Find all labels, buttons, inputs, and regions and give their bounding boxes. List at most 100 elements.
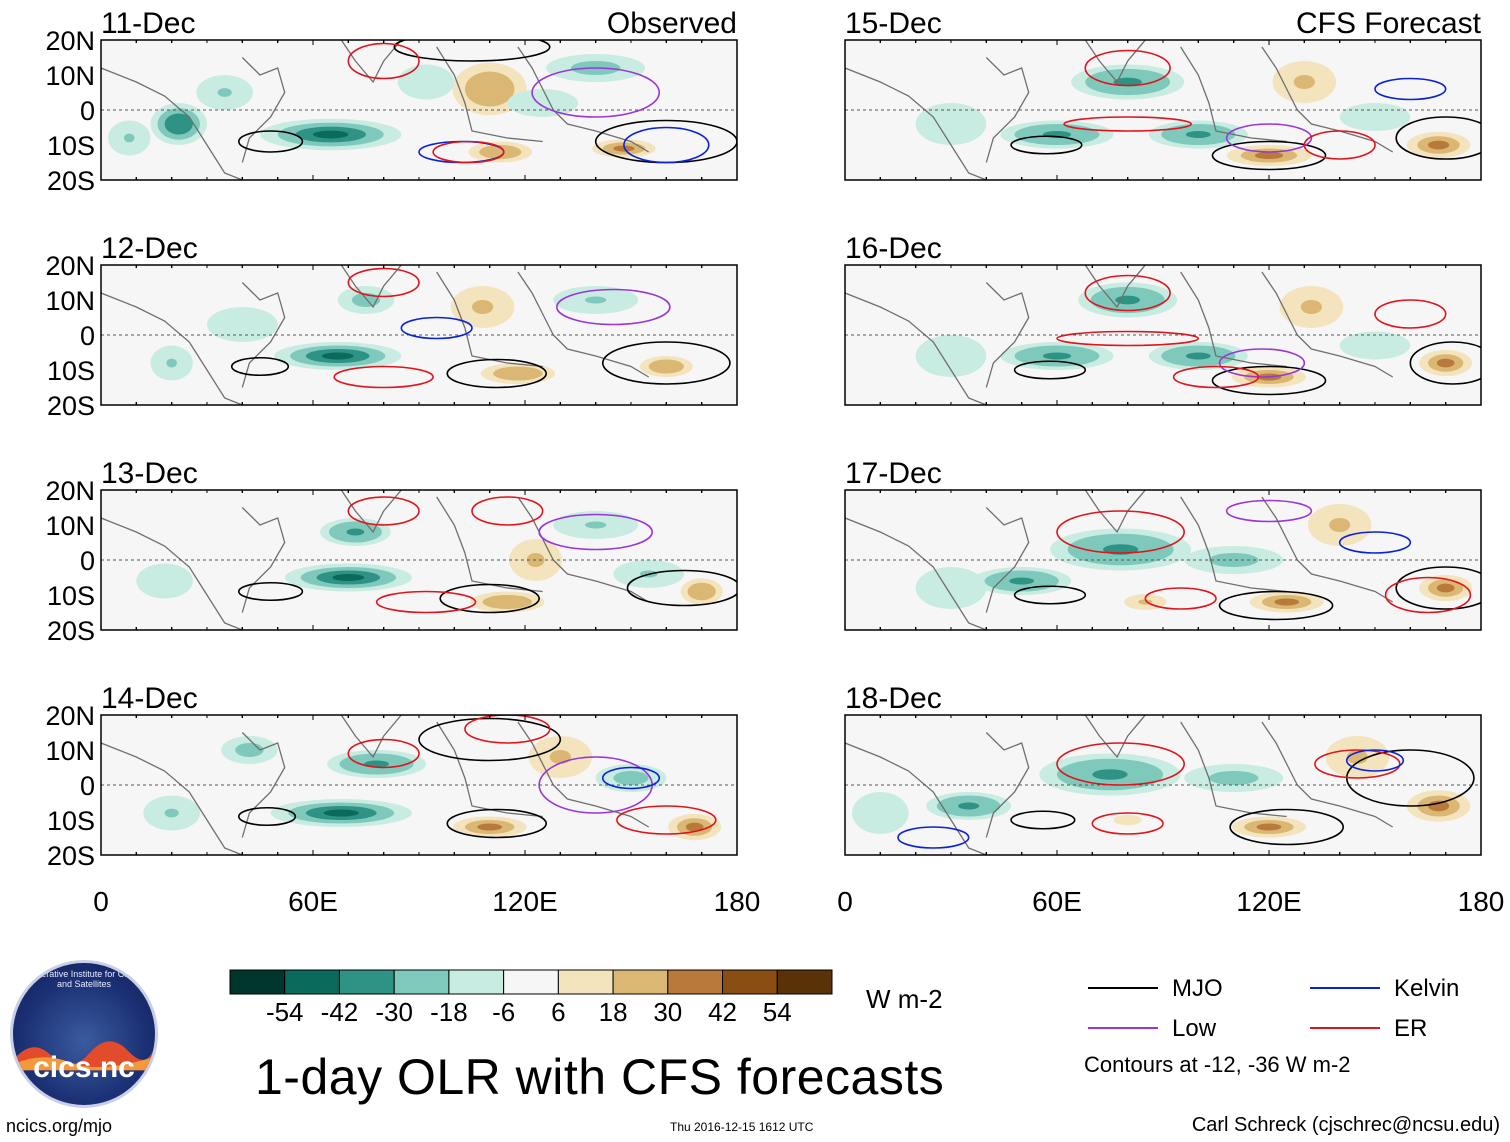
coastline: [436, 721, 543, 818]
coastline: [1180, 46, 1287, 143]
kelvin-contour: [400, 316, 473, 340]
mjo-contour: [1395, 566, 1481, 610]
coastline: [985, 732, 1030, 838]
mjo-contour: [238, 581, 304, 602]
legend-kelvin-label: Kelvin: [1394, 975, 1459, 1002]
y-tick-label: 0: [80, 771, 95, 801]
olr-anomaly-blob: [873, 807, 888, 819]
olr-anomaly-blob: [166, 358, 177, 368]
mjo-contour: [1395, 116, 1481, 160]
logo-wave-icon: [13, 1041, 155, 1071]
colorbar-swatch: [448, 969, 505, 995]
y-tick-label: 20N: [45, 476, 95, 506]
er-contour: [375, 590, 477, 614]
panel-date-label: 11-Dec: [101, 7, 195, 40]
mjo-contour: [238, 806, 297, 827]
coastline: [1261, 721, 1394, 828]
olr-anomaly-blob: [164, 808, 179, 818]
y-tick-label: 10N: [45, 286, 95, 316]
er-contour: [616, 805, 717, 835]
panel-date-label: 15-Dec: [845, 7, 942, 40]
colorbar-swatch: [667, 969, 724, 995]
coastline: [436, 496, 543, 593]
low-contour: [538, 513, 654, 551]
x-tick-label: 120E: [492, 886, 557, 917]
coastline: [1084, 265, 1146, 309]
olr-anomaly-blob: [1428, 800, 1450, 812]
footer-author: Carl Schreck (cjschrec@ncsu.edu): [1191, 1114, 1500, 1136]
coastline: [241, 507, 286, 613]
y-tick-label: 20N: [45, 26, 95, 56]
er-contour: [1384, 576, 1472, 614]
mjo-contour: [1010, 810, 1076, 830]
olr-anomaly-blob: [477, 823, 503, 831]
low-contour: [531, 67, 661, 118]
mjo-contour: [393, 40, 551, 62]
mjo-contour: [230, 356, 290, 377]
colorbar-label: -42: [321, 997, 359, 1027]
forecast-header: CFS Forecast: [1296, 7, 1482, 40]
colorbar-swatch: [284, 969, 340, 995]
map-panel-11-Dec: [101, 40, 737, 180]
coastline: [1180, 496, 1287, 593]
observed-header: Observed: [607, 7, 737, 40]
map-panel-14-Dec: [101, 715, 737, 855]
colorbar-label: 18: [599, 997, 628, 1027]
x-tick-label: 180: [714, 886, 761, 917]
y-tick-label: 20N: [45, 701, 95, 731]
mjo-contour: [1218, 590, 1334, 621]
olr-anomaly-blob: [358, 296, 374, 304]
footer-website: ncics.org/mjo: [6, 1116, 113, 1136]
map-panel-17-Dec: [845, 490, 1481, 630]
coastline: [517, 496, 650, 603]
coastline: [101, 67, 243, 180]
mjo-contour: [1211, 365, 1327, 396]
olr-anomaly-blob: [323, 809, 359, 817]
mjo-contour: [418, 717, 562, 762]
er-contour: [333, 365, 434, 389]
olr-anomaly-blob: [1221, 556, 1247, 564]
olr-anomaly-blob: [1329, 518, 1351, 532]
y-tick-label: 10N: [45, 511, 95, 541]
olr-anomaly-blob: [217, 88, 232, 97]
mjo-contour: [601, 341, 731, 385]
colorbar-swatch: [229, 969, 286, 995]
x-tick-label: 60E: [1032, 886, 1082, 917]
olr-anomaly-blob: [1256, 823, 1282, 831]
coastline: [241, 57, 286, 163]
olr-anomaly-blob: [477, 80, 503, 98]
er-contour: [1056, 510, 1185, 554]
olr-anomaly-blob: [1113, 77, 1142, 87]
coastline: [845, 742, 987, 855]
y-tick-label: 20S: [47, 391, 95, 421]
kelvin-contour: [1345, 749, 1405, 772]
map-panel-15-Dec: [845, 40, 1481, 180]
x-tick-label: 0: [837, 886, 853, 917]
er-contour: [347, 42, 420, 80]
olr-anomaly-blob: [533, 99, 552, 107]
y-tick-label: 10S: [47, 131, 95, 161]
er-contour: [1303, 130, 1376, 160]
olr-anomaly-blob: [685, 822, 704, 832]
olr-anomaly-blob: [958, 802, 980, 810]
olr-anomaly-blob: [346, 528, 365, 536]
coastline: [1261, 271, 1394, 378]
er-contour: [1056, 330, 1200, 347]
olr-anomaly-blob: [1436, 358, 1455, 368]
olr-anomaly-blob: [942, 118, 960, 130]
y-tick-label: 20N: [45, 251, 95, 281]
colorbar-label: 54: [763, 997, 792, 1027]
mjo-contour: [238, 130, 304, 153]
low-contour: [1225, 123, 1313, 153]
mjo-contour: [446, 358, 547, 389]
coastline: [101, 292, 243, 405]
mjo-contour: [1013, 585, 1087, 605]
olr-anomaly-blob: [489, 148, 511, 156]
colorbar-label: -30: [375, 997, 413, 1027]
olr-anomaly-blob: [505, 370, 531, 377]
olr-anomaly-blob: [657, 363, 676, 370]
coastline: [1084, 490, 1146, 534]
olr-anomaly-blob: [313, 130, 349, 139]
mjo-contour: [626, 569, 737, 607]
y-tick-label: 20S: [47, 616, 95, 646]
